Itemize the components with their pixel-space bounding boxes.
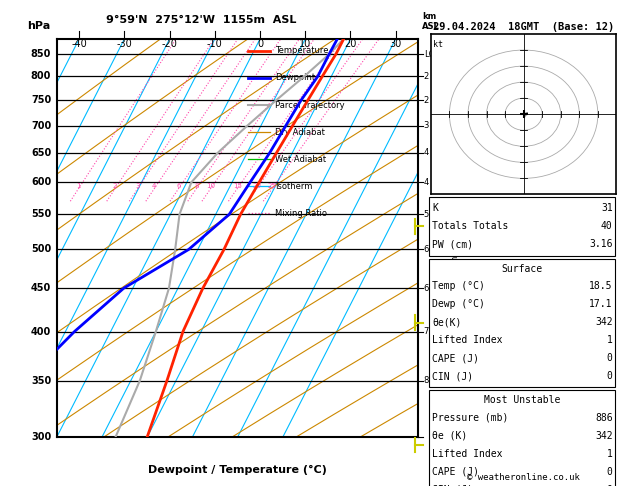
Text: 0: 0 <box>607 371 613 382</box>
Text: Lifted Index: Lifted Index <box>432 449 503 459</box>
Text: 6: 6 <box>424 245 429 254</box>
Text: 8: 8 <box>194 183 199 189</box>
Text: 2: 2 <box>424 96 429 104</box>
Text: 1: 1 <box>76 183 81 189</box>
Text: 800: 800 <box>31 71 51 82</box>
Text: 7: 7 <box>424 327 429 336</box>
Text: -40: -40 <box>71 39 87 49</box>
Text: 350: 350 <box>31 376 51 386</box>
Text: -30: -30 <box>116 39 132 49</box>
Text: 750: 750 <box>31 95 51 105</box>
Text: 700: 700 <box>31 121 51 131</box>
Text: 1: 1 <box>607 335 613 346</box>
Text: 10: 10 <box>206 183 215 189</box>
Text: 342: 342 <box>595 317 613 328</box>
Text: 550: 550 <box>31 209 51 219</box>
Text: Mixing Ratio: Mixing Ratio <box>276 209 328 218</box>
Text: 20: 20 <box>344 39 357 49</box>
Text: 850: 850 <box>31 49 51 59</box>
Text: Parcel Trajectory: Parcel Trajectory <box>276 101 345 109</box>
Text: 1: 1 <box>607 449 613 459</box>
Text: 2: 2 <box>424 72 429 81</box>
Text: CAPE (J): CAPE (J) <box>432 353 479 364</box>
Text: hPa: hPa <box>27 21 50 31</box>
Text: CAPE (J): CAPE (J) <box>432 467 479 477</box>
Text: 450: 450 <box>31 283 51 293</box>
Text: -20: -20 <box>162 39 177 49</box>
Text: 600: 600 <box>31 177 51 187</box>
Text: 40: 40 <box>601 221 613 231</box>
Text: Surface: Surface <box>501 263 543 274</box>
Text: 25: 25 <box>268 183 277 189</box>
Text: 4: 4 <box>424 148 429 157</box>
Text: Most Unstable: Most Unstable <box>484 395 560 405</box>
Text: © weatheronline.co.uk: © weatheronline.co.uk <box>467 473 580 482</box>
Text: 31: 31 <box>601 203 613 213</box>
Text: 2: 2 <box>113 183 118 189</box>
Text: Lifted Index: Lifted Index <box>432 335 503 346</box>
Text: 3: 3 <box>424 121 429 130</box>
Text: 400: 400 <box>31 327 51 336</box>
Text: 20: 20 <box>252 183 261 189</box>
Text: Totals Totals: Totals Totals <box>432 221 508 231</box>
Text: 8: 8 <box>424 376 429 385</box>
Text: 6: 6 <box>176 183 181 189</box>
Text: km
ASL: km ASL <box>422 12 440 31</box>
Text: kt: kt <box>433 40 443 49</box>
Text: 0: 0 <box>257 39 263 49</box>
Text: CIN (J): CIN (J) <box>432 371 473 382</box>
Text: Dewpoint / Temperature (°C): Dewpoint / Temperature (°C) <box>148 465 327 475</box>
Text: 9°59'N  275°12'W  1155m  ASL: 9°59'N 275°12'W 1155m ASL <box>106 15 296 25</box>
Text: Temp (°C): Temp (°C) <box>432 281 485 292</box>
Text: -10: -10 <box>207 39 223 49</box>
Text: 3.16: 3.16 <box>589 239 613 249</box>
Text: PW (cm): PW (cm) <box>432 239 473 249</box>
Text: 300: 300 <box>31 433 51 442</box>
Text: Wet Adiabat: Wet Adiabat <box>276 155 326 164</box>
Text: θe(K): θe(K) <box>432 317 462 328</box>
Text: θe (K): θe (K) <box>432 431 467 441</box>
Text: 5: 5 <box>424 210 429 219</box>
Text: Mixing Ratio (g/kg): Mixing Ratio (g/kg) <box>451 198 460 278</box>
Text: 0: 0 <box>607 353 613 364</box>
Text: 0: 0 <box>607 467 613 477</box>
Text: 3: 3 <box>135 183 140 189</box>
Text: Dewpoint: Dewpoint <box>276 73 316 83</box>
Text: LCL: LCL <box>424 50 439 59</box>
Text: 10: 10 <box>299 39 311 49</box>
Text: 6: 6 <box>424 284 429 293</box>
Text: 342: 342 <box>595 431 613 441</box>
Text: 15: 15 <box>233 183 242 189</box>
Text: Dewp (°C): Dewp (°C) <box>432 299 485 310</box>
Text: 886: 886 <box>595 413 613 423</box>
Text: 29.04.2024  18GMT  (Base: 12): 29.04.2024 18GMT (Base: 12) <box>433 21 615 32</box>
Text: 500: 500 <box>31 244 51 254</box>
Text: Pressure (mb): Pressure (mb) <box>432 413 508 423</box>
Text: Isotherm: Isotherm <box>276 182 313 191</box>
Text: 4: 4 <box>152 183 157 189</box>
Text: K: K <box>432 203 438 213</box>
Text: 4: 4 <box>424 178 429 187</box>
Text: 17.1: 17.1 <box>589 299 613 310</box>
Text: Temperature: Temperature <box>276 46 329 55</box>
Text: CIN (J): CIN (J) <box>432 485 473 486</box>
Text: 650: 650 <box>31 148 51 158</box>
Text: Dry Adiabat: Dry Adiabat <box>276 128 325 137</box>
Text: 18.5: 18.5 <box>589 281 613 292</box>
Text: 30: 30 <box>389 39 402 49</box>
Text: 0: 0 <box>607 485 613 486</box>
